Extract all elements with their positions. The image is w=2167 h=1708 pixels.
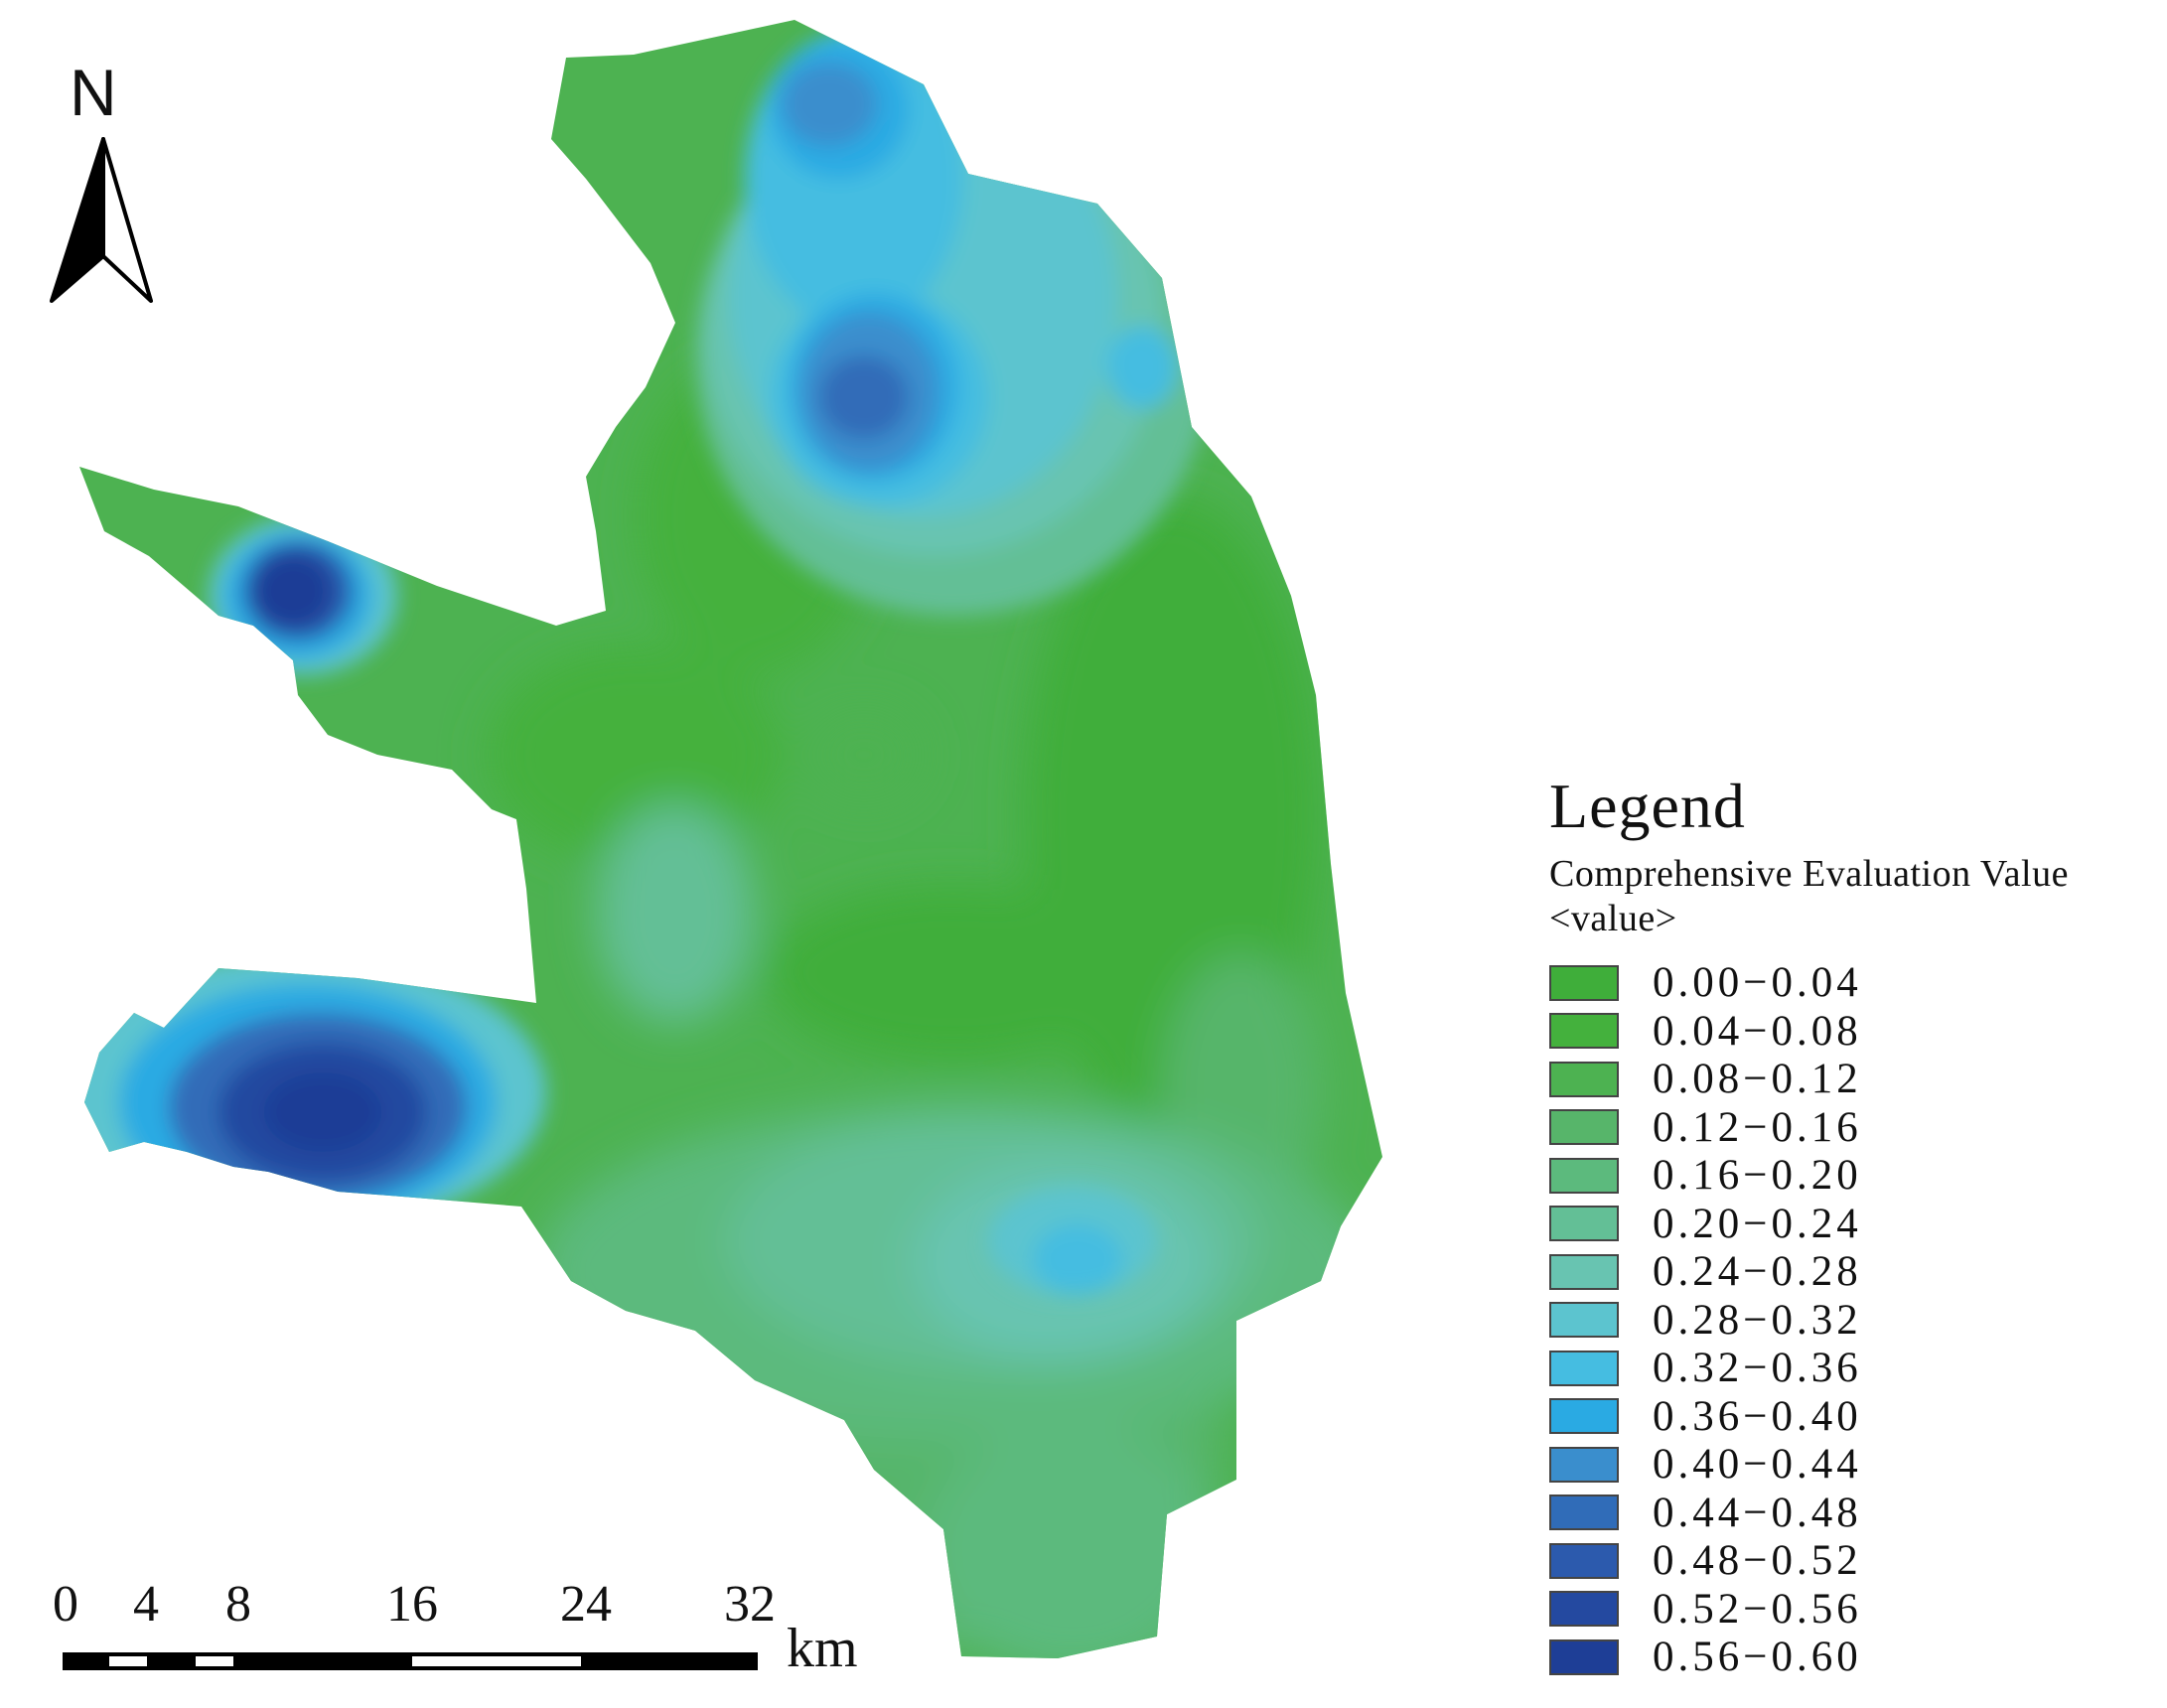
- legend-item: 0.52−0.56: [1549, 1585, 2145, 1634]
- scale-tick-label: 16: [386, 1576, 438, 1633]
- legend-item-label: 0.00−0.04: [1653, 959, 1862, 1007]
- legend-swatch: [1549, 1109, 1619, 1146]
- legend-item: 0.04−0.08: [1549, 1007, 2145, 1056]
- legend-item: 0.44−0.48: [1549, 1489, 2145, 1537]
- north-arrow-icon: [50, 137, 153, 303]
- surface-blue-zones: [79, 30, 1212, 1296]
- legend-item: 0.36−0.40: [1549, 1392, 2145, 1441]
- legend-item-label: 0.36−0.40: [1653, 1392, 1862, 1440]
- scale-bar: [63, 1652, 758, 1670]
- legend-item-label: 0.04−0.08: [1653, 1007, 1862, 1055]
- legend-item: 0.12−0.16: [1549, 1103, 2145, 1152]
- legend-item: 0.00−0.04: [1549, 959, 2145, 1008]
- legend-title: Legend: [1549, 771, 1746, 841]
- legend-item-label: 0.12−0.16: [1653, 1103, 1862, 1151]
- legend-swatch: [1549, 1350, 1619, 1386]
- legend-item-label: 0.28−0.32: [1653, 1296, 1862, 1344]
- evaluation-surface: [79, 20, 1382, 1658]
- legend-swatch: [1549, 1253, 1619, 1290]
- legend-item: 0.32−0.36: [1549, 1345, 2145, 1393]
- legend-item: 0.20−0.24: [1549, 1200, 2145, 1248]
- legend-swatch: [1549, 1206, 1619, 1242]
- legend-field-name: Comprehensive Evaluation Value: [1549, 853, 2069, 895]
- legend-value-label: <value>: [1549, 897, 1677, 939]
- scale-bar-segment: [109, 1656, 147, 1666]
- legend-class-list: 0.00−0.04 0.04−0.08 0.08−0.12 0.12−0.16 0.16…: [1549, 959, 2145, 1682]
- legend-item: 0.16−0.20: [1549, 1152, 2145, 1201]
- legend-swatch: [1549, 1013, 1619, 1050]
- legend-item-label: 0.16−0.20: [1653, 1152, 1862, 1200]
- legend-item: 0.40−0.44: [1549, 1441, 2145, 1490]
- legend-swatch: [1549, 1446, 1619, 1483]
- legend-item: 0.56−0.60: [1549, 1634, 2145, 1682]
- legend-item-label: 0.56−0.60: [1653, 1634, 1862, 1681]
- legend-item: 0.24−0.28: [1549, 1248, 2145, 1297]
- legend-swatch: [1549, 1638, 1619, 1675]
- legend-swatch: [1549, 1061, 1619, 1097]
- legend: Legend Comprehensive Evaluation Value <v…: [1549, 775, 2145, 1681]
- scale-tick-label: 32: [724, 1576, 776, 1633]
- legend-item-label: 0.08−0.12: [1653, 1056, 1862, 1103]
- legend-item: 0.28−0.32: [1549, 1296, 2145, 1345]
- legend-item-label: 0.44−0.48: [1653, 1489, 1862, 1536]
- legend-swatch: [1549, 964, 1619, 1001]
- scale-unit-label: km: [787, 1618, 858, 1679]
- legend-swatch: [1549, 1591, 1619, 1628]
- scale-tick-label: 4: [133, 1576, 159, 1633]
- legend-item-label: 0.48−0.52: [1653, 1537, 1862, 1585]
- legend-swatch: [1549, 1494, 1619, 1531]
- legend-item-label: 0.24−0.28: [1653, 1248, 1862, 1296]
- scale-tick-label: 24: [560, 1576, 612, 1633]
- legend-swatch: [1549, 1157, 1619, 1194]
- legend-swatch: [1549, 1398, 1619, 1435]
- scale-bar-segment: [412, 1656, 581, 1666]
- legend-item: 0.08−0.12: [1549, 1056, 2145, 1104]
- scale-tick-label: 8: [225, 1576, 251, 1633]
- legend-item-label: 0.20−0.24: [1653, 1200, 1862, 1247]
- legend-item-label: 0.40−0.44: [1653, 1441, 1862, 1489]
- scale-bar-body: [63, 1652, 758, 1670]
- legend-item-label: 0.32−0.36: [1653, 1345, 1862, 1392]
- north-arrow-label: N: [70, 56, 117, 129]
- legend-item: 0.48−0.52: [1549, 1537, 2145, 1586]
- legend-item-label: 0.52−0.56: [1653, 1585, 1862, 1633]
- legend-swatch: [1549, 1542, 1619, 1579]
- legend-swatch: [1549, 1302, 1619, 1339]
- scale-bar-segment: [196, 1656, 233, 1666]
- surface-green-zones: [487, 357, 1371, 1658]
- scale-tick-label: 0: [53, 1576, 78, 1633]
